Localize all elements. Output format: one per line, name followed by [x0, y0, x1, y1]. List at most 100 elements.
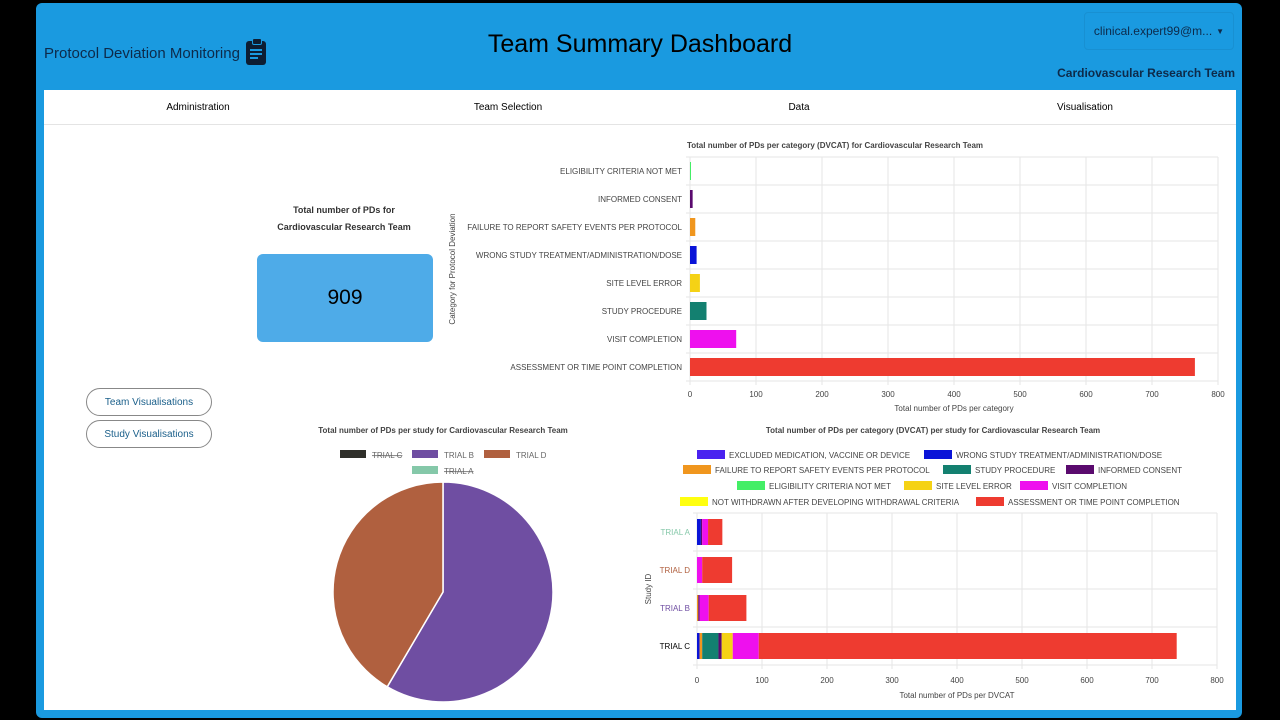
- chart1-ytick: WRONG STUDY TREATMENT/ADMINISTRATION/DOS…: [476, 251, 682, 260]
- chart1-bar: [690, 190, 693, 208]
- chart3-bar-segment: [698, 595, 700, 621]
- study-visualisations-button[interactable]: Study Visualisations: [86, 420, 212, 448]
- chart2-title: Total number of PDs per study for Cardio…: [318, 426, 568, 435]
- chart3-legend-swatch: [683, 465, 711, 474]
- app-title-text: Protocol Deviation Monitoring: [44, 44, 240, 62]
- chart3-legend-label: NOT WITHDRAWN AFTER DEVELOPING WITHDRAWA…: [712, 498, 960, 507]
- nav-visualisation[interactable]: Visualisation: [1057, 102, 1113, 113]
- chart1-bar: [690, 358, 1195, 376]
- chart1-bar: [690, 274, 700, 292]
- chart2-legend-swatch: [412, 466, 438, 474]
- chart1-xlabel: Total number of PDs per category: [894, 404, 1013, 413]
- chart3-xtick: 100: [755, 676, 769, 685]
- chart1-title: Total number of PDs per category (DVCAT)…: [687, 141, 983, 150]
- chart3-bar-segment: [697, 519, 701, 545]
- chart3-legend-swatch: [924, 450, 952, 459]
- chart3-legend-label: SITE LEVEL ERROR: [936, 482, 1012, 491]
- chart3-legend-swatch: [680, 497, 708, 506]
- chart2-legend-swatch: [412, 450, 438, 458]
- chart3-legend-label: INFORMED CONSENT: [1098, 466, 1182, 475]
- chart3-bar-segment: [702, 557, 733, 583]
- team-visualisations-button[interactable]: Team Visualisations: [86, 388, 212, 416]
- chart1-xtick: 500: [1013, 390, 1027, 399]
- nav-data[interactable]: Data: [788, 102, 810, 113]
- chart3-legend-label: STUDY PROCEDURE: [975, 466, 1055, 475]
- nav-bar: Administration Team Selection Data Visua…: [44, 90, 1236, 125]
- chart3-ytick: TRIAL B: [660, 604, 690, 613]
- chart1-ytick: ASSESSMENT OR TIME POINT COMPLETION: [510, 363, 682, 372]
- chart1-bar: [690, 302, 707, 320]
- account-name: clinical.expert99@m...: [1093, 24, 1213, 38]
- chart3-title: Total number of PDs per category (DVCAT)…: [766, 426, 1100, 435]
- chart3-legend-swatch: [943, 465, 971, 474]
- chart1-ylabel: Category for Protocol Deviation: [448, 213, 457, 324]
- chart3-bar-segment: [699, 595, 709, 621]
- chart3-bar-segment: [699, 633, 703, 659]
- chart3-bar-segment: [702, 519, 709, 545]
- chart3-bar-segment: [697, 595, 699, 621]
- chart2-slice: [386, 481, 554, 703]
- team-name: Cardiovascular Research Team: [1057, 66, 1235, 80]
- chart2-legend-swatch: [484, 450, 510, 458]
- chart3-legend-label: EXCLUDED MEDICATION, VACCINE OR DEVICE: [729, 451, 910, 460]
- chart1-xtick: 200: [815, 390, 829, 399]
- chart3-xtick: 300: [885, 676, 899, 685]
- chart1-xtick: 700: [1145, 390, 1159, 399]
- nav-team-selection[interactable]: Team Selection: [473, 102, 543, 113]
- chart3-bar-segment: [708, 519, 723, 545]
- chart1-ytick: SITE LEVEL ERROR: [606, 279, 682, 288]
- chart1-bar: [690, 246, 697, 264]
- chart3-legend-swatch: [737, 481, 765, 490]
- chart1-bar: [690, 218, 696, 236]
- chart1-xtick: 100: [749, 390, 763, 399]
- chart1-ytick: ELIGIBILITY CRITERIA NOT MET: [560, 167, 682, 176]
- chart2-legend-swatch: [340, 450, 366, 458]
- chart2-slice: [332, 481, 444, 688]
- chart3-bar-segment: [758, 633, 1177, 659]
- chart3-ytick: TRIAL C: [660, 642, 691, 651]
- chart3-xtick: 700: [1145, 676, 1159, 685]
- chart3-legend-swatch: [976, 497, 1004, 506]
- chart3-legend-label: ELIGIBILITY CRITERIA NOT MET: [769, 482, 891, 491]
- chart3-xtick: 500: [1015, 676, 1029, 685]
- chart1-bar: [690, 162, 691, 180]
- caret-down-icon: ▼: [1216, 26, 1225, 36]
- chart1-ytick: FAILURE TO REPORT SAFETY EVENTS PER PROT…: [467, 223, 682, 232]
- chart1-xtick: 800: [1211, 390, 1225, 399]
- chart3-legend-swatch: [697, 450, 725, 459]
- chart1-xtick: 300: [881, 390, 895, 399]
- chart3-legend-swatch: [904, 481, 932, 490]
- chart2-legend-label: TRIAL A: [444, 467, 474, 476]
- account-dropdown[interactable]: clinical.expert99@m... ▼: [1084, 12, 1234, 50]
- kpi-total-pds: 909: [257, 254, 433, 342]
- chart3-xtick: 200: [820, 676, 834, 685]
- main-content: Administration Team Selection Data Visua…: [44, 90, 1236, 710]
- chart3-ylabel: Study ID: [644, 573, 653, 604]
- kpi-title: Total number of PDs for Cardiovascular Re…: [266, 202, 422, 236]
- kpi-title-line2: Cardiovascular Research Team: [277, 222, 411, 232]
- chart3-xlabel: Total number of PDs per DVCAT: [899, 691, 1014, 700]
- chart3-legend-swatch: [1020, 481, 1048, 490]
- chart2-legend-label: TRIAL B: [444, 451, 474, 460]
- chart2-legend-label: TRIAL D: [516, 451, 547, 460]
- chart3-bar-segment: [697, 557, 703, 583]
- nav-administration[interactable]: Administration: [166, 102, 230, 113]
- chart3-bar-segment: [700, 519, 703, 545]
- chart3-bar-segment: [721, 633, 733, 659]
- chart3-xtick: 600: [1080, 676, 1094, 685]
- chart1-xtick: 600: [1079, 390, 1093, 399]
- chart3-xtick: 800: [1210, 676, 1224, 685]
- chart3-bar-segment: [697, 633, 700, 659]
- chart3-ytick: TRIAL A: [661, 528, 691, 537]
- app-title: Protocol Deviation Monitoring: [44, 38, 266, 65]
- chart3-bar-segment: [732, 633, 759, 659]
- chart3-legend-label: FAILURE TO REPORT SAFETY EVENTS PER PROT…: [715, 466, 930, 475]
- chart3-bar-segment: [702, 633, 719, 659]
- chart1-ytick: STUDY PROCEDURE: [602, 307, 682, 316]
- chart3-ytick: TRIAL D: [660, 566, 691, 575]
- page-title: Team Summary Dashboard: [487, 30, 793, 58]
- chart3-legend-label: ASSESSMENT OR TIME POINT COMPLETION: [1008, 498, 1180, 507]
- kpi-title-line1: Total number of PDs for: [293, 205, 395, 215]
- chart3-bar-segment: [718, 633, 722, 659]
